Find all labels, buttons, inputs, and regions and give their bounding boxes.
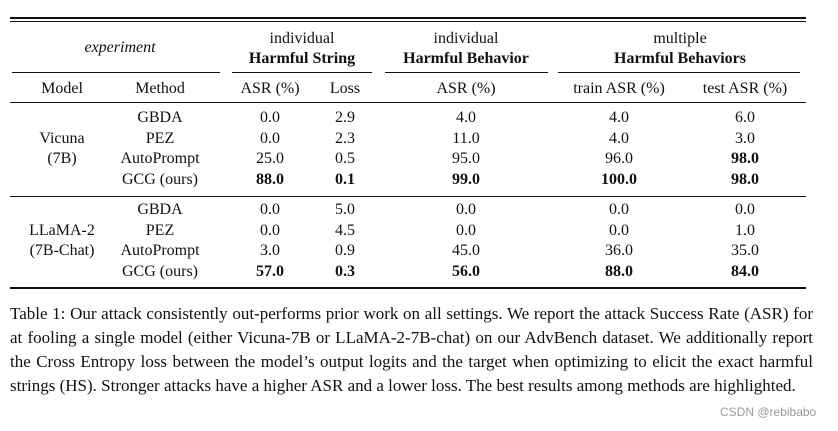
column-header: Model: [41, 80, 83, 97]
group-title: experiment: [84, 39, 156, 56]
group-rule: [12, 72, 220, 73]
cell: 88.0: [605, 263, 633, 281]
column-header: test ASR (%): [702, 80, 788, 97]
method-name: AutoPrompt: [120, 150, 200, 168]
cell: 1.0: [735, 221, 755, 239]
cell: 0.0: [735, 201, 755, 218]
column-header: Loss: [329, 80, 361, 97]
cell: 98.0: [731, 171, 759, 189]
cell: 0.1: [335, 171, 355, 189]
cell: 4.0: [456, 109, 476, 126]
group-label: individual: [433, 30, 499, 47]
cell: 2.9: [335, 109, 355, 126]
cell: 3.0: [735, 129, 755, 147]
method-name: GBDA: [137, 109, 183, 126]
cell: 3.0: [260, 242, 280, 260]
model-name: (7B): [47, 150, 77, 168]
group-title: Harmful String: [248, 50, 356, 67]
cell: 0.0: [456, 201, 476, 218]
cell: 45.0: [452, 242, 480, 260]
cell: 4.0: [609, 109, 629, 126]
cell: 100.0: [601, 171, 637, 189]
method-name: AutoPrompt: [120, 242, 200, 260]
cell: 0.0: [260, 129, 280, 147]
cell: 25.0: [256, 150, 284, 168]
cell: 11.0: [452, 129, 480, 147]
column-header: Method: [135, 80, 185, 97]
cell: 0.9: [335, 242, 355, 260]
column-header: train ASR (%): [573, 80, 665, 97]
method-name: GCG (ours): [122, 263, 198, 281]
mid-rule: [10, 196, 806, 197]
cell: 0.0: [260, 221, 280, 239]
method-name: GBDA: [137, 201, 183, 218]
group-title: Harmful Behaviors: [614, 50, 746, 67]
group-title: Harmful Behavior: [403, 50, 529, 67]
watermark: CSDN @rebibabo: [720, 405, 817, 419]
cell: 95.0: [452, 150, 480, 168]
group-rule: [385, 72, 548, 73]
cell: 0.0: [456, 221, 476, 239]
cell: 0.0: [609, 201, 629, 218]
cell: 2.3: [335, 129, 355, 147]
cell: 84.0: [731, 263, 759, 281]
cell: 36.0: [605, 242, 633, 260]
cell: 98.0: [731, 150, 759, 168]
cell: 96.0: [605, 150, 633, 168]
group-label: multiple: [653, 30, 707, 47]
model-name: LLaMA-2: [29, 221, 95, 239]
column-header: ASR (%): [436, 80, 496, 97]
cell: 4.0: [609, 129, 629, 147]
cell: 99.0: [452, 171, 480, 189]
column-header: ASR (%): [240, 80, 300, 97]
method-name: PEZ: [145, 221, 175, 239]
method-name: GCG (ours): [122, 171, 198, 189]
cell: 0.0: [260, 201, 280, 218]
cell: 5.0: [335, 201, 355, 218]
caption: Table 1: Our attack consistently out-per…: [10, 304, 813, 395]
group-rule: [232, 72, 372, 73]
cell: 0.3: [335, 263, 355, 281]
cell: 57.0: [256, 263, 284, 281]
cell: 4.5: [335, 221, 355, 239]
mid-rule: [10, 102, 806, 103]
cell: 0.0: [260, 109, 280, 126]
cell: 88.0: [256, 171, 284, 189]
model-name: (7B-Chat): [29, 242, 95, 260]
cell: 0.0: [609, 221, 629, 239]
model-name: Vicuna: [39, 129, 85, 147]
group-rule: [558, 72, 800, 73]
cell: 0.5: [335, 150, 355, 168]
top-rule: [10, 21, 806, 22]
top-rule: [10, 17, 806, 19]
cell: 56.0: [452, 263, 480, 281]
group-label: individual: [269, 30, 335, 47]
cell: 6.0: [735, 109, 755, 126]
cell: 35.0: [731, 242, 759, 260]
bottom-rule: [10, 287, 806, 289]
method-name: PEZ: [145, 129, 175, 147]
